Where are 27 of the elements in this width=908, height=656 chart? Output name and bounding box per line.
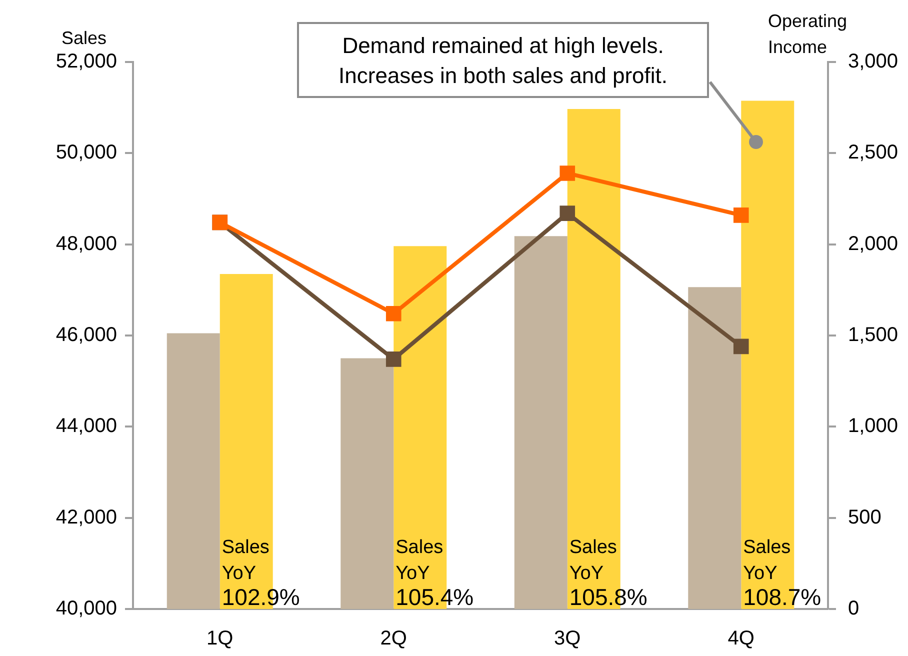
point [386, 306, 402, 322]
y2-tick-label: 2,000 [848, 232, 898, 255]
y-tick-label: 40,000 [56, 598, 117, 620]
point [560, 206, 576, 221]
callout-box: Demand remained at high levels. Increases in both sales and profit. [297, 22, 709, 98]
point [560, 166, 576, 181]
y2-axis-title: Operating Income [768, 11, 848, 57]
y-tick-label: 48,000 [56, 232, 117, 255]
x-tick-label: 4Q [728, 628, 754, 650]
point [386, 352, 402, 367]
y2-tick-label: 3,000 [848, 50, 898, 73]
y-tick-label: 50,000 [56, 142, 117, 164]
y2-tick-label: 2,500 [848, 142, 898, 164]
point [733, 208, 749, 223]
y-tick-label: 44,000 [56, 415, 117, 438]
y-tick-label: 52,000 [56, 50, 117, 73]
x-tick-label: 3Q [554, 628, 581, 650]
y2-tick-label: 1,500 [848, 324, 898, 346]
y2-tick-label: 500 [848, 506, 882, 528]
x-tick-label: 1Q [206, 628, 234, 650]
x-tick-label: 2Q [380, 628, 407, 650]
point [733, 338, 749, 354]
y-axis-title: Sales [61, 28, 107, 48]
y-tick-label: 42,000 [56, 506, 117, 528]
y-tick-label: 46,000 [56, 324, 117, 346]
y2-tick-label: 1,000 [848, 415, 898, 438]
y2-tick-label: 0 [848, 598, 860, 620]
